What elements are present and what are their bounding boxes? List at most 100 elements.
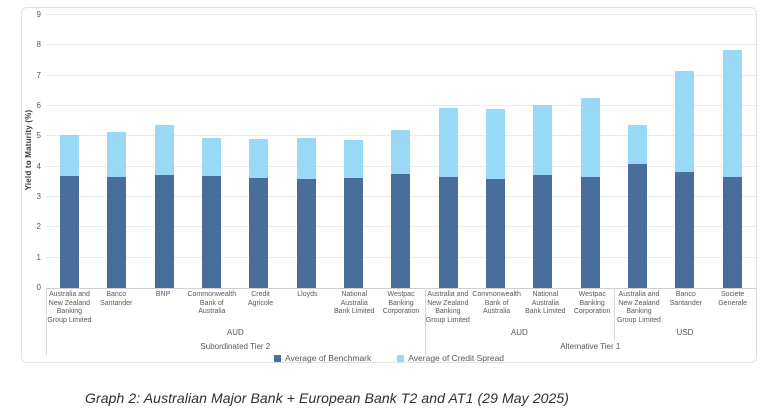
- bar-segment[interactable]: [675, 70, 695, 172]
- bar-segment[interactable]: [202, 175, 222, 288]
- bank-label: National Australia Bank Limited: [333, 291, 375, 315]
- stacked-bar[interactable]: [533, 105, 553, 288]
- axis-group-separator: [756, 341, 757, 355]
- bar-slot: [93, 15, 140, 288]
- bar-segment[interactable]: [154, 174, 174, 288]
- stacked-bar[interactable]: [107, 131, 127, 288]
- bar-segment[interactable]: [296, 138, 316, 179]
- bar-segment[interactable]: [533, 175, 553, 288]
- bar-segment[interactable]: [486, 109, 506, 179]
- legend-item-benchmark: Average of Benchmark: [273, 353, 372, 363]
- y-tick-label: 6: [36, 101, 41, 110]
- y-tick-label: 9: [36, 10, 41, 19]
- bar-segment[interactable]: [154, 124, 174, 175]
- bank-label: Westpac Banking Corporation: [382, 291, 420, 315]
- credit-spread-swatch-icon: [397, 354, 405, 362]
- chart-caption: Graph 2: Australian Major Bank + Europea…: [85, 390, 570, 406]
- bar-segment[interactable]: [722, 49, 742, 177]
- bar-segment[interactable]: [391, 174, 411, 288]
- bar-segment[interactable]: [60, 135, 80, 177]
- y-tick-label: 4: [36, 161, 41, 171]
- axis-group-separator: [614, 288, 615, 341]
- legend-item-credit-spread: Average of Credit Spread: [397, 353, 504, 363]
- x-axis-currency-labels: AUD AUD USD: [46, 328, 756, 341]
- bar-slot: [377, 15, 424, 288]
- bar-segment[interactable]: [107, 177, 127, 288]
- bar-segment[interactable]: [344, 178, 364, 288]
- axis-group-separator: [46, 341, 47, 355]
- stacked-bar[interactable]: [580, 98, 600, 288]
- bank-label: National Australia Bank Limited: [525, 291, 566, 315]
- stacked-bar[interactable]: [628, 125, 648, 288]
- stacked-bar[interactable]: [722, 49, 742, 288]
- stacked-bar[interactable]: [486, 109, 506, 288]
- legend-label: Average of Credit Spread: [408, 353, 505, 363]
- bar-segment[interactable]: [675, 171, 695, 288]
- legend-label: Average of Benchmark: [284, 353, 372, 363]
- bar-slot: [330, 15, 377, 288]
- bar-segment[interactable]: [107, 131, 127, 178]
- bar-segment[interactable]: [391, 130, 411, 175]
- bar-slot: [519, 15, 566, 288]
- bank-label: Societe Generale: [718, 291, 748, 307]
- bar-segment[interactable]: [344, 139, 364, 179]
- stacked-bar[interactable]: [344, 139, 364, 288]
- bank-label: Westpac Banking Corporation: [573, 291, 611, 315]
- bank-label: Australia and New Zealand Banking Group …: [616, 291, 661, 324]
- bank-label: Commonwealth Bank of Australia: [472, 291, 521, 315]
- y-tick-label: 2: [36, 222, 41, 232]
- benchmark-swatch-icon: [273, 354, 281, 362]
- stacked-bar[interactable]: [202, 138, 222, 288]
- bar-slot: [709, 15, 756, 288]
- bar-segment[interactable]: [628, 164, 648, 288]
- axis-group-separator: [424, 288, 426, 341]
- bank-label: Banco Santander: [100, 291, 133, 307]
- x-axis-bank-labels: Australia and New Zealand Banking Group …: [46, 291, 756, 325]
- gridline: [46, 14, 756, 15]
- bar-slot: [425, 15, 472, 288]
- stacked-bar[interactable]: [391, 130, 411, 288]
- bar-segment[interactable]: [202, 138, 222, 176]
- gridline: [46, 44, 756, 46]
- bar-slot: [661, 15, 708, 288]
- axis-group-separator: [46, 288, 47, 341]
- stacked-bar[interactable]: [438, 108, 458, 288]
- tier-group-label: Alternative Tier 1: [560, 342, 621, 351]
- bar-slot: [472, 15, 519, 288]
- bar-segment[interactable]: [296, 178, 316, 288]
- bar-segment[interactable]: [628, 125, 648, 165]
- currency-group-label: USD: [676, 328, 694, 337]
- bar-segment[interactable]: [60, 176, 80, 288]
- x-axis-tier-labels: Subordinated Tier 2 Alternative Tier 1: [46, 342, 756, 355]
- stacked-bar[interactable]: [296, 138, 316, 288]
- bank-label: BNP: [155, 291, 171, 298]
- stacked-bar[interactable]: [249, 139, 269, 288]
- bank-label: Australia and New Zealand Banking Group …: [47, 291, 92, 324]
- bar-segment[interactable]: [249, 139, 269, 179]
- legend: Average of Benchmark Average of Credit S…: [22, 353, 756, 363]
- stacked-bar[interactable]: [675, 70, 695, 288]
- currency-group-label: AUD: [226, 328, 244, 337]
- bar-segment[interactable]: [249, 178, 269, 288]
- axis-group-separator: [424, 341, 426, 355]
- bank-label: Credit Agricole: [247, 291, 274, 307]
- bar-slot: [235, 15, 282, 288]
- bank-label: Commonwealth Bank of Australia: [187, 291, 237, 315]
- bar-slot: [567, 15, 614, 288]
- bar-segment[interactable]: [438, 176, 458, 288]
- y-tick-label: 7: [36, 70, 41, 80]
- bar-segment[interactable]: [580, 177, 600, 288]
- stacked-bar[interactable]: [60, 135, 80, 288]
- bar-segment[interactable]: [580, 98, 600, 178]
- bar-segment[interactable]: [722, 176, 742, 288]
- tier-group-label: Subordinated Tier 2: [200, 342, 271, 351]
- bar-segment[interactable]: [438, 108, 458, 177]
- bar-segment[interactable]: [533, 105, 553, 176]
- bar-segment[interactable]: [486, 178, 506, 288]
- y-tick-label: 5: [36, 131, 41, 141]
- bar-slot: [188, 15, 235, 288]
- stacked-bar[interactable]: [154, 124, 174, 288]
- axis-group-separator: [756, 288, 757, 341]
